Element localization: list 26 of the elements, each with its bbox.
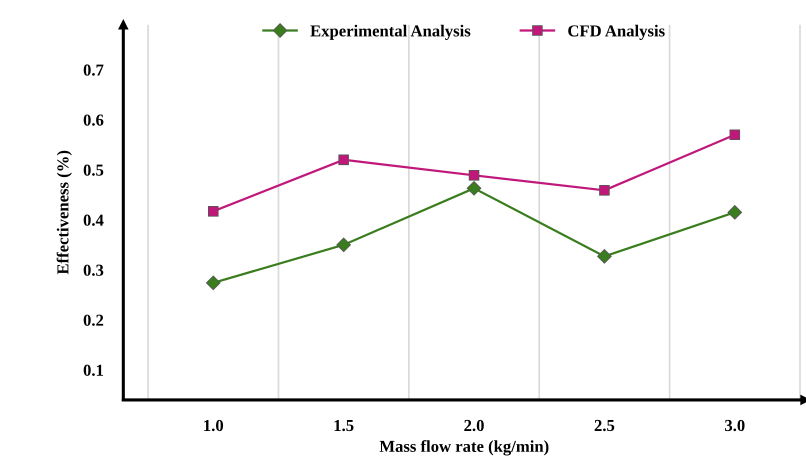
y-tick-label: 0.6 [84, 114, 104, 126]
point [208, 206, 219, 217]
x-axis-title: Mass flow rate (kg/min) [380, 440, 548, 456]
y-tick-label: 0.7 [84, 64, 104, 76]
point [336, 238, 351, 252]
point [338, 154, 349, 166]
y-axis-title: Effectiveness (%) [56, 150, 72, 274]
point [599, 185, 610, 196]
point [727, 205, 742, 220]
point [466, 181, 482, 196]
x-tick-label: 3.0 [725, 420, 745, 432]
point [730, 129, 740, 140]
point [468, 170, 480, 181]
legend-label: CFD Analysis [568, 24, 665, 40]
x-tick-label: 2.0 [464, 420, 484, 432]
x-tick-label: 1.5 [334, 420, 354, 432]
y-tick-label: 0.3 [84, 264, 104, 276]
legend-label: Experimental Analysis [310, 24, 470, 40]
y-tick-label: 0.1 [84, 364, 104, 376]
y-tick-label: 0.2 [84, 314, 104, 326]
x-tick-label: 1.0 [204, 420, 224, 432]
y-tick-label: 0.4 [84, 214, 104, 226]
point [597, 249, 612, 264]
x-tick-label: 2.5 [594, 420, 614, 432]
y-tick-label: 0.5 [84, 164, 104, 176]
point [206, 276, 221, 290]
